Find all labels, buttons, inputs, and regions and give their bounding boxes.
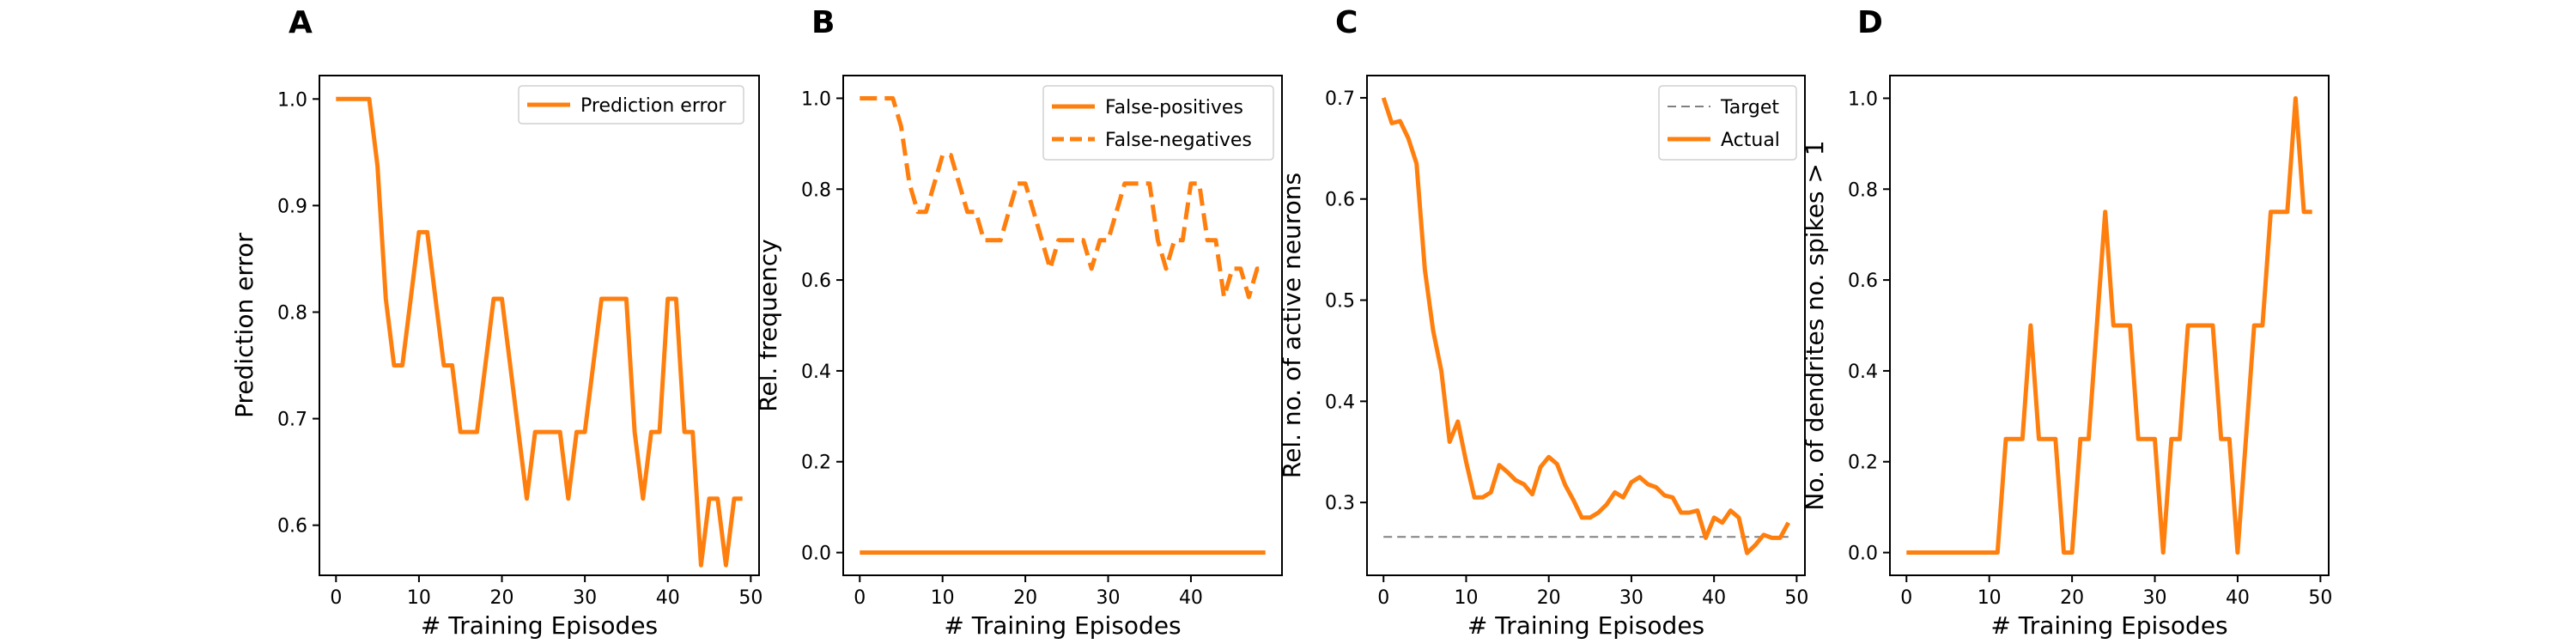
series-false-negatives bbox=[860, 96, 1266, 300]
legend-label: False-positives bbox=[1105, 97, 1243, 118]
panel-letter-d: D bbox=[1857, 5, 1883, 40]
series-line bbox=[1906, 96, 2312, 555]
x-tick-label: 0 bbox=[1900, 587, 1912, 609]
panel-letter-a: A bbox=[289, 5, 313, 40]
y-tick-label: 0.6 bbox=[801, 270, 831, 292]
x-tick-label: 50 bbox=[2308, 587, 2332, 609]
panel-letter-c: C bbox=[1335, 5, 1358, 40]
x-tick-label: 30 bbox=[2143, 587, 2167, 609]
x-tick-label: 40 bbox=[1702, 587, 1726, 609]
y-tick-label: 1.0 bbox=[801, 88, 831, 110]
chart-panel-d: 0 10 20 30 40 50 0.0 0.2 0.4 0.6 0.8 1.0 # Training … bbox=[1801, 75, 2332, 640]
x-tick-label: 30 bbox=[573, 587, 597, 609]
y-tick-label: 0.0 bbox=[1848, 544, 1878, 565]
y-tick-label: 0.7 bbox=[1325, 88, 1355, 110]
legend: Prediction error bbox=[518, 85, 744, 125]
y-tick-label: 0.6 bbox=[1325, 190, 1355, 211]
y-tick-label: 0.8 bbox=[1848, 179, 1878, 201]
y-axis-label: No. of dendrites no. spikes > 1 bbox=[1801, 140, 1829, 510]
series-actual bbox=[1381, 97, 1790, 556]
legend-label: Prediction error bbox=[580, 95, 726, 117]
x-tick-label: 30 bbox=[1097, 587, 1121, 609]
x-tick-label: 40 bbox=[1179, 587, 1203, 609]
legend-label: Actual bbox=[1721, 130, 1780, 151]
y-tick-label: 0.6 bbox=[277, 516, 307, 538]
x-tick-label: 10 bbox=[1978, 587, 2002, 609]
y-tick-label: 0.4 bbox=[801, 361, 831, 383]
legend-frame bbox=[1042, 85, 1274, 161]
x-axis-label: # Training Episodes bbox=[944, 611, 1181, 640]
x-axis-label: # Training Episodes bbox=[421, 611, 658, 640]
x-tick-label: 50 bbox=[738, 587, 762, 609]
series-prediction-error bbox=[336, 96, 743, 568]
legend-frame bbox=[518, 85, 744, 125]
y-tick-label: 0.8 bbox=[801, 179, 831, 201]
y-tick-label: 0.4 bbox=[1325, 392, 1355, 413]
x-tick-label: 40 bbox=[2226, 587, 2250, 609]
plot-frame bbox=[842, 75, 1283, 576]
y-tick-label: 0.5 bbox=[1325, 291, 1355, 313]
chart-panel-b: 0 10 20 30 40 0.0 0.2 0.4 0.6 0.8 1.0 # Training Ep… bbox=[754, 75, 1283, 640]
y-tick-label: 1.0 bbox=[1848, 88, 1878, 110]
y-tick-label: 0.9 bbox=[277, 196, 307, 217]
x-tick-label: 20 bbox=[490, 587, 514, 609]
legend-label: False-negatives bbox=[1105, 130, 1252, 151]
legend: False-positives False-negatives bbox=[1042, 85, 1274, 161]
x-tick-label: 10 bbox=[1454, 587, 1478, 609]
x-tick-label: 20 bbox=[1013, 587, 1037, 609]
x-tick-label: 50 bbox=[1784, 587, 1808, 609]
x-tick-label: 10 bbox=[407, 587, 431, 609]
x-axis-label: # Training Episodes bbox=[1467, 611, 1704, 640]
y-tick-label: 0.0 bbox=[801, 544, 831, 565]
y-tick-label: 1.0 bbox=[277, 89, 307, 111]
plot-frame bbox=[1366, 75, 1806, 576]
y-tick-label: 0.7 bbox=[277, 410, 307, 431]
y-tick-label: 0.2 bbox=[1848, 453, 1878, 474]
y-tick-label: 0.8 bbox=[277, 302, 307, 324]
plot-frame bbox=[1889, 75, 2330, 576]
panel-letter-b: B bbox=[811, 5, 835, 40]
x-tick-label: 20 bbox=[1537, 587, 1561, 609]
y-axis-label: Prediction error bbox=[230, 233, 258, 418]
y-tick-label: 0.2 bbox=[801, 453, 831, 474]
x-axis-label: # Training Episodes bbox=[1990, 611, 2227, 640]
plot-frame bbox=[319, 75, 760, 576]
legend-label: Target bbox=[1720, 97, 1779, 118]
x-tick-label: 10 bbox=[931, 587, 955, 609]
x-tick-label: 0 bbox=[1377, 587, 1389, 609]
x-tick-label: 40 bbox=[656, 587, 680, 609]
x-tick-label: 20 bbox=[2060, 587, 2084, 609]
y-axis-label: Rel. no. of active neurons bbox=[1278, 173, 1306, 478]
legend: Target Actual bbox=[1658, 85, 1797, 161]
chart-panel-a: 0 10 20 30 40 50 0.6 0.7 0.8 0.9 1.0 # Training Epi… bbox=[230, 75, 762, 640]
y-tick-label: 0.3 bbox=[1325, 493, 1355, 514]
y-axis-label: Rel. frequency bbox=[754, 239, 782, 411]
y-tick-label: 0.4 bbox=[1848, 361, 1878, 383]
x-tick-label: 30 bbox=[1619, 587, 1643, 609]
x-tick-label: 0 bbox=[330, 587, 342, 609]
chart-panel-c: 0 10 20 30 40 50 0.3 0.4 0.5 0.6 0.7 # Training Epi… bbox=[1278, 75, 1808, 640]
x-tick-label: 0 bbox=[854, 587, 866, 609]
y-tick-label: 0.6 bbox=[1848, 270, 1878, 292]
